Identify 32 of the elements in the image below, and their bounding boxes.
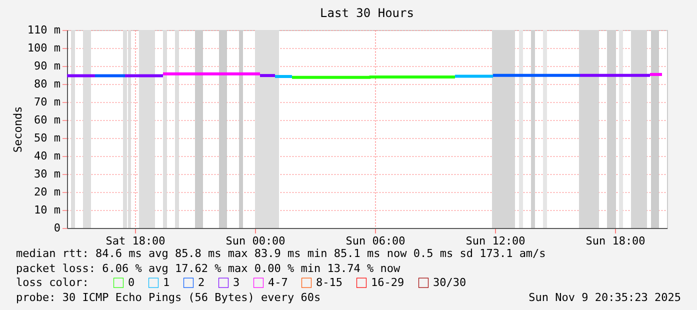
legend-label: 0 (128, 276, 135, 289)
y-tick-label: 80 m (34, 78, 61, 90)
y-tick-label: 70 m (34, 96, 61, 108)
x-tick-label: Sun 12:00 (466, 234, 526, 248)
text: Sun Nov 9 20:35:23 2025 (528, 291, 681, 304)
legend-label: 1 (163, 276, 170, 289)
text: packet loss: 6.06 % avg 17.62 % max 0.00 % min 13.74 % now (16, 262, 400, 275)
chart-title: Last 30 Hours (320, 6, 414, 20)
text: median rtt: 84.6 ms avg 85.8 ms max 83.9 ms min 85.1 ms now 0.5 ms sd 173.1 am/s (16, 247, 546, 260)
y-tick-label: 30 m (34, 168, 61, 180)
y-tick-label: 0 (54, 222, 60, 234)
y-tick-label: 50 m (34, 132, 61, 144)
y-tick-label: 10 m (34, 204, 61, 216)
y-tick-label: 100 m (27, 42, 61, 54)
x-tick-label: Sun 00:00 (226, 234, 286, 248)
y-tick-label: 90 m (34, 60, 61, 72)
legend-label: 3 (233, 276, 240, 289)
y-tick-label: 60 m (34, 114, 61, 126)
legend-label: 16-29 (371, 276, 404, 289)
x-tick-label: Sun 06:00 (346, 234, 406, 248)
y-axis-title: Seconds (11, 106, 24, 153)
legend-label: 4-7 (268, 276, 288, 289)
x-tick-label: Sun 18:00 (586, 234, 646, 248)
x-tick-label: Sat 18:00 (106, 234, 166, 248)
legend-title: loss color: (16, 276, 89, 289)
legend-label: 2 (198, 276, 205, 289)
y-tick-label: 110 m (27, 24, 61, 36)
y-tick-label: 40 m (34, 150, 61, 162)
legend-label: 30/30 (433, 276, 466, 289)
legend-label: 8-15 (316, 276, 342, 289)
text: probe: 30 ICMP Echo Pings (56 Bytes) every 60s (16, 291, 321, 304)
y-tick-label: 20 m (34, 186, 61, 198)
